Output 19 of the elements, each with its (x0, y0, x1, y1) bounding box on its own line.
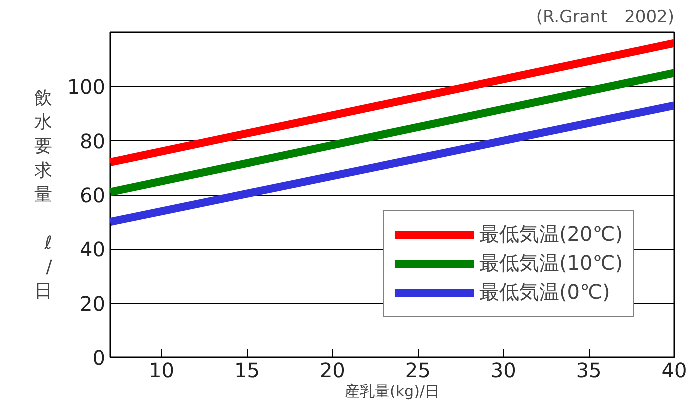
y-tick-label: 20 (80, 292, 106, 316)
y-tick-label: 60 (80, 184, 106, 208)
x-tick-label: 30 (490, 358, 516, 382)
x-tick-label: 25 (405, 358, 431, 382)
x-tick-label: 40 (662, 358, 688, 382)
y-tick-label: 100 (67, 75, 106, 100)
x-tick-label: 10 (149, 358, 174, 382)
legend-label: 最低気温(10℃) (479, 250, 623, 277)
text: (R.Grant 2002) (536, 8, 675, 28)
x-tick-label: 15 (234, 358, 260, 382)
text: 飲水要求量 ℓ/日 (34, 88, 52, 302)
legend-label: 最低気温(0℃) (479, 279, 610, 306)
y-tick-label: 0 (92, 346, 106, 370)
y-tick-label: 80 (80, 129, 106, 154)
y-tick-label: 40 (80, 238, 106, 262)
x-tick-label: 20 (320, 358, 346, 382)
legend-label: 最低気温(20℃) (479, 221, 623, 248)
x-tick-label: 35 (576, 358, 602, 382)
x-axis-title: 産乳量(kg)/日 (345, 382, 440, 400)
